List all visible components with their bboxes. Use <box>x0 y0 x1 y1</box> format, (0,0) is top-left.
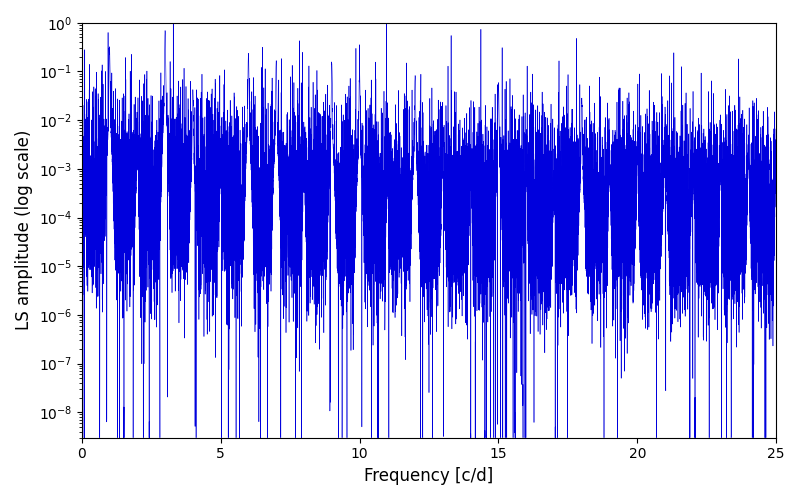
X-axis label: Frequency [c/d]: Frequency [c/d] <box>364 467 494 485</box>
Y-axis label: LS amplitude (log scale): LS amplitude (log scale) <box>15 130 33 330</box>
